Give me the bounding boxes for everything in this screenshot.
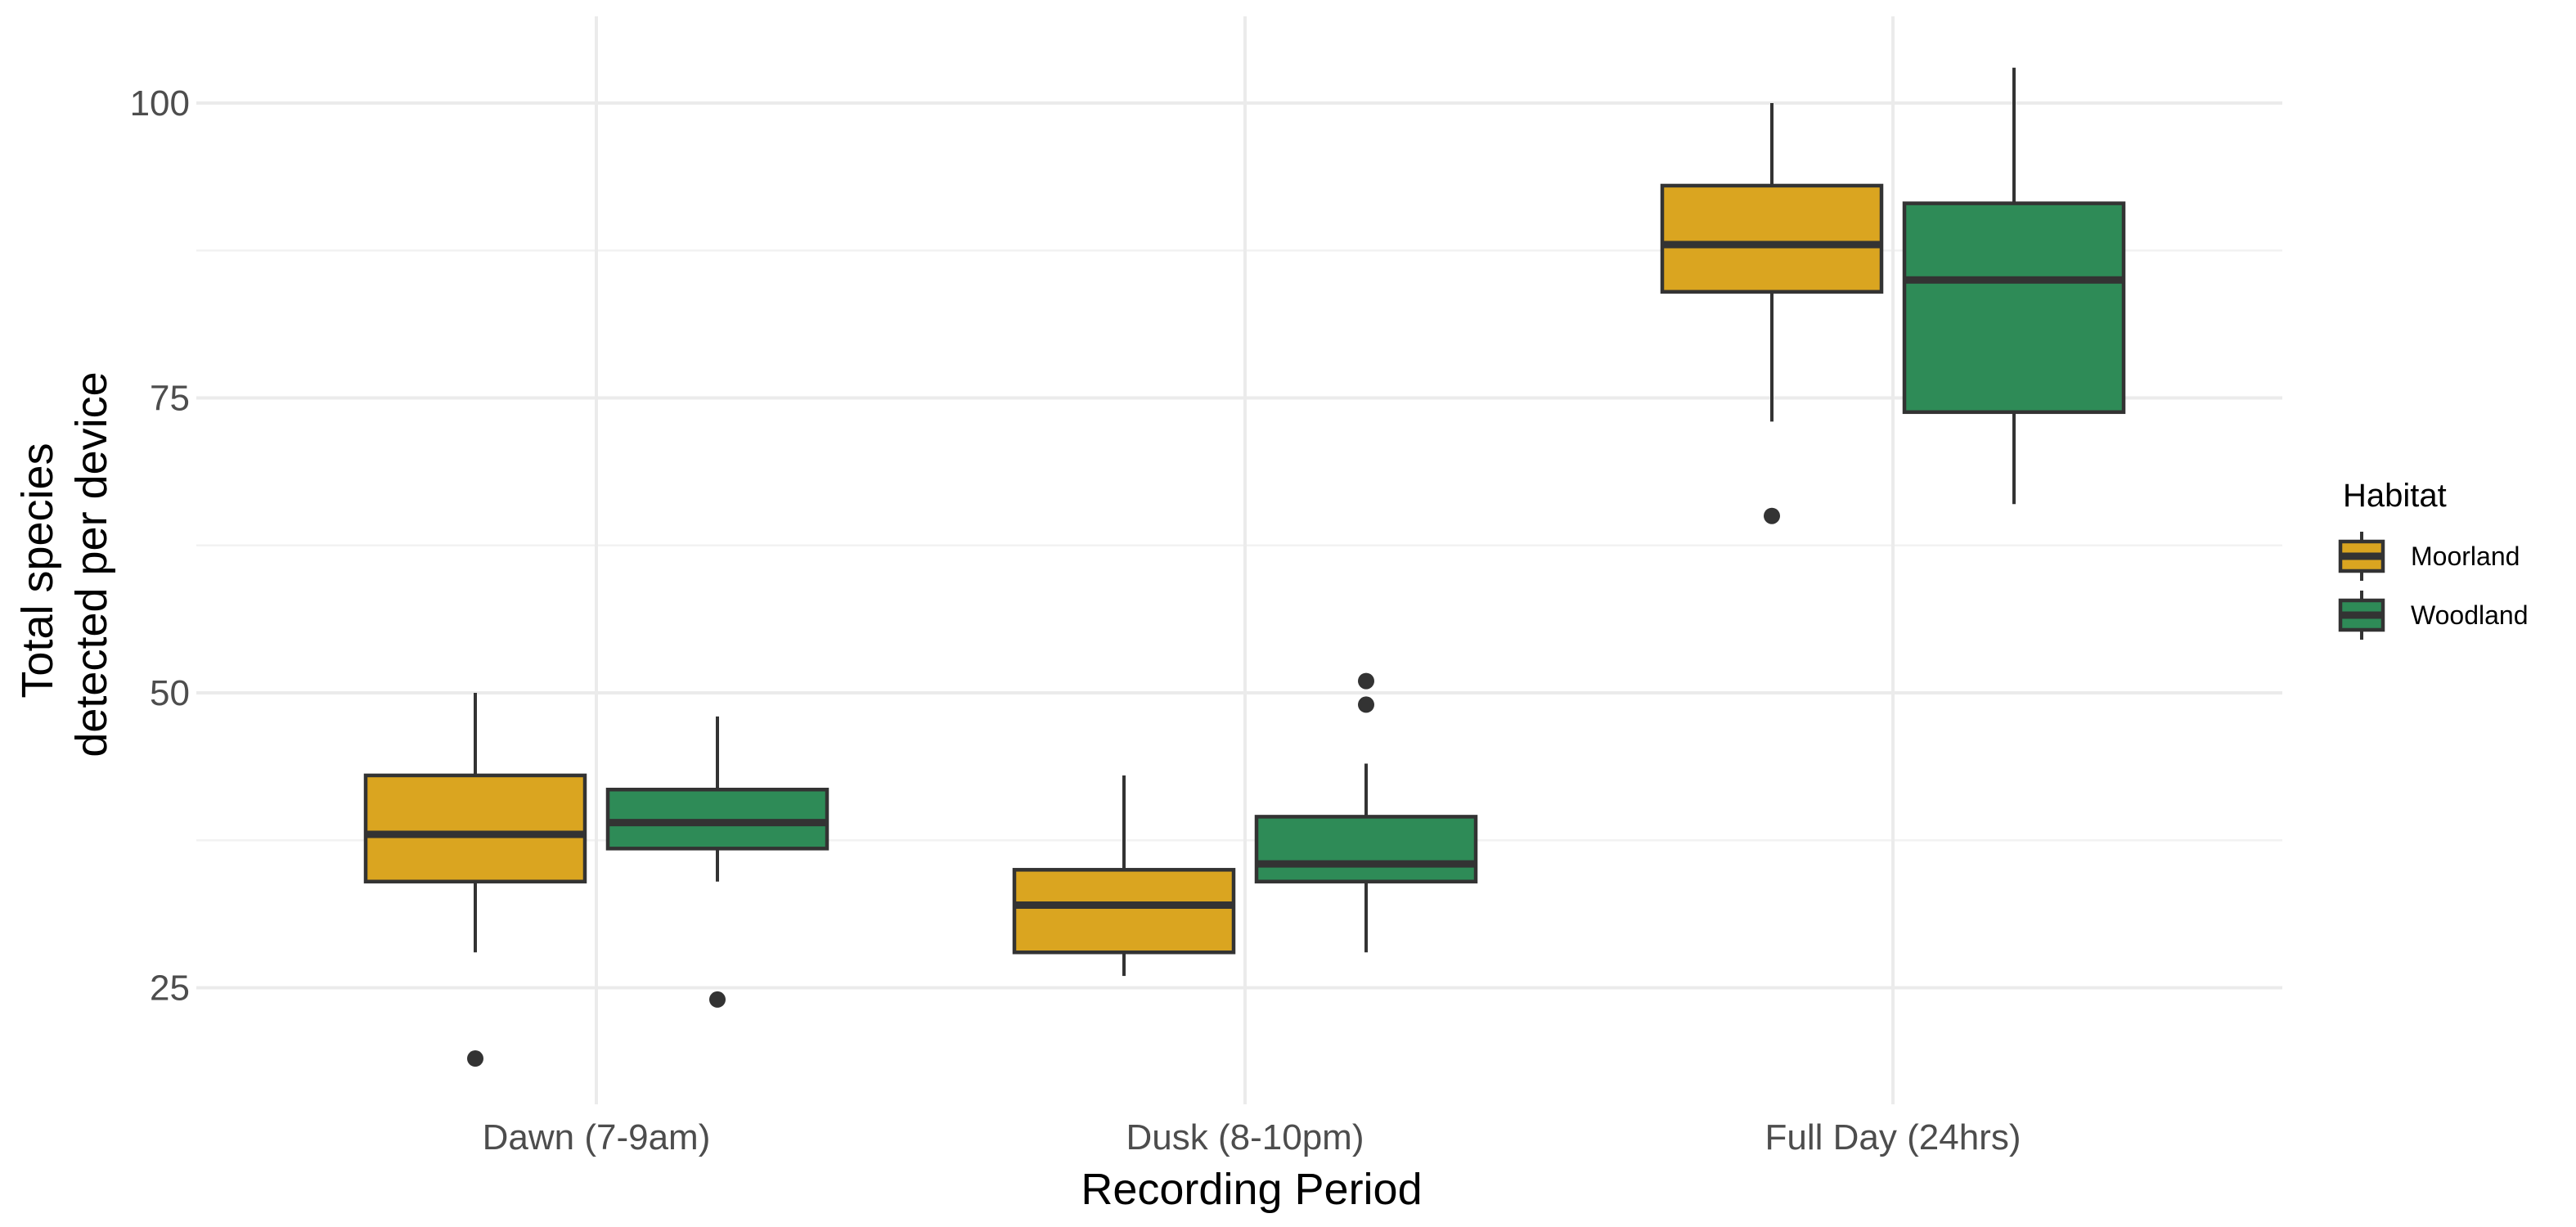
legend-label: Moorland (2411, 542, 2520, 571)
y-tick-label: 25 (150, 969, 190, 1009)
legend-items: Moorland Woodland (2338, 532, 2529, 640)
x-tick-label: Dusk (8-10pm) (1126, 1117, 1364, 1157)
y-tick-labels: 25 50 75 100 (130, 83, 190, 1009)
box-woodland-3 (1902, 67, 2126, 505)
y-axis-title-line-2: detected per device (67, 371, 116, 757)
boxes (363, 67, 2126, 1067)
iqr-box (363, 773, 587, 883)
x-tick-label: Full Day (24hrs) (1765, 1117, 2021, 1157)
outlier-point (1358, 672, 1374, 690)
iqr-box (1660, 183, 1884, 294)
x-tick-label: Dawn (7-9am) (483, 1117, 711, 1157)
outlier-point (1764, 507, 1780, 524)
y-axis-title: Total species detected per device (13, 371, 116, 757)
iqr-box (1902, 201, 2126, 415)
box-moorland-2 (1012, 775, 1236, 977)
y-tick-label: 75 (150, 379, 190, 419)
grid-lines (196, 16, 2282, 1104)
legend-label: Woodland (2411, 600, 2529, 630)
legend-item-moorland: Moorland (2338, 532, 2520, 581)
x-tick-labels: Dawn (7-9am) Dusk (8-10pm) Full Day (24hrs… (483, 1117, 2021, 1157)
outlier-point (709, 991, 726, 1008)
y-tick-label: 100 (130, 83, 190, 124)
outlier-point (1358, 696, 1374, 713)
box-woodland-2 (1254, 672, 1478, 953)
legend-item-woodland: Woodland (2338, 591, 2529, 640)
iqr-box (1012, 868, 1236, 955)
legend-title: Habitat (2343, 478, 2447, 514)
y-axis-title-line-1: Total species (13, 443, 62, 698)
iqr-box (1254, 815, 1478, 883)
box-woodland-1 (605, 716, 829, 1008)
x-axis-title: Recording Period (1081, 1165, 1422, 1214)
legend: Habitat Moorland Woodland (2338, 478, 2529, 640)
box-moorland-3 (1660, 103, 1884, 524)
y-tick-label: 50 (150, 673, 190, 713)
box-moorland-1 (363, 693, 587, 1067)
outlier-point (467, 1050, 483, 1067)
